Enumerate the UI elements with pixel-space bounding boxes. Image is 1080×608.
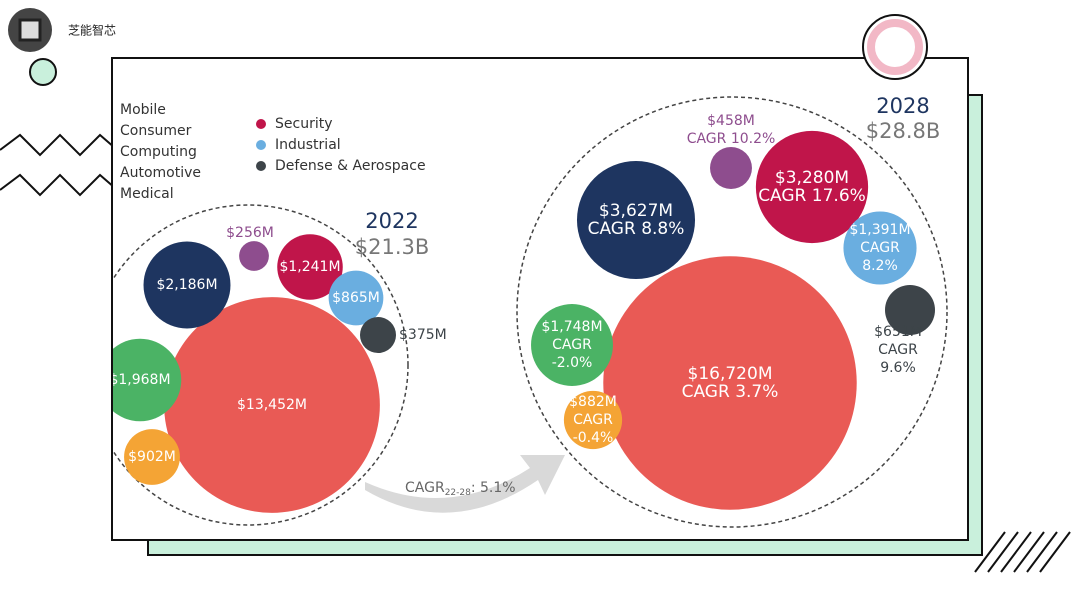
bubble-label: CAGR 17.6%	[758, 186, 866, 206]
legend-dot	[256, 119, 266, 129]
bubble-label: CAGR 3.7%	[682, 382, 779, 402]
legend-label: Industrial	[275, 137, 341, 153]
bubble-label: -0.4%	[573, 430, 614, 446]
slashes	[974, 531, 1071, 573]
total: $21.3B	[355, 235, 430, 259]
year: 2028	[876, 94, 929, 118]
bubble	[755, 130, 869, 244]
bubble	[563, 390, 623, 450]
bubble-label: $458M	[707, 113, 755, 129]
bubble-label: $882M	[569, 394, 617, 410]
bubble-label: CAGR	[878, 342, 918, 358]
bubble	[359, 316, 397, 354]
bubble	[576, 160, 696, 280]
legend-label: Consumer	[120, 123, 192, 139]
bubble	[843, 211, 917, 285]
brand: 芝能智芯	[68, 23, 116, 38]
bubble-label: CAGR	[860, 240, 900, 256]
bubble-label: CAGR 10.2%	[687, 131, 776, 147]
group-outline	[516, 96, 948, 528]
legend-label: Mobile	[120, 102, 166, 118]
legend-label: Medical	[120, 186, 174, 202]
bubble-label: $1,748M	[541, 319, 602, 335]
bubble-label: $3,627M	[599, 201, 673, 221]
bubble	[328, 270, 384, 326]
arrow-text: : 5.1%	[471, 480, 516, 496]
bubble-label: $902M	[128, 449, 176, 465]
bubble-label: 8.2%	[862, 258, 898, 274]
bubble-label: $3,280M	[775, 168, 849, 188]
bubble-label: $256M	[226, 225, 274, 241]
bubble	[277, 234, 343, 300]
bubble-label: $651M	[874, 324, 922, 340]
bubble-label: CAGR 8.8%	[588, 219, 685, 239]
bubble-label: CAGR	[573, 412, 613, 428]
legend-label: Security	[275, 116, 333, 132]
growth-arrow	[365, 455, 565, 513]
bubble-label: $1,241M	[279, 259, 340, 275]
year: 2022	[365, 209, 418, 233]
legend-label: Automotive	[120, 165, 201, 181]
zigzag	[0, 133, 116, 157]
total: $28.8B	[866, 119, 941, 143]
bubble-label: $1,968M	[109, 372, 170, 388]
bubble-label: $13,452M	[237, 397, 307, 413]
logo-chip	[18, 18, 42, 42]
bubble-label: 9.6%	[880, 360, 916, 376]
legend-dot	[256, 140, 266, 150]
bubble-label: $2,186M	[156, 277, 217, 293]
deco-circle	[29, 58, 57, 86]
bubble-group: $13,452M $2,186M $1,968M $902M $256M $1,241M $…	[109, 225, 447, 513]
bubble	[143, 241, 231, 329]
bubble	[239, 241, 269, 271]
deco-ring	[867, 19, 923, 75]
arrow-label: CAGR22-28: 5.1%	[405, 480, 516, 498]
bubble	[113, 338, 182, 422]
bubble	[124, 429, 180, 485]
arrow-sub: 22-28	[445, 488, 471, 498]
legend-dot	[256, 161, 266, 171]
bubble	[603, 256, 857, 510]
bubble	[710, 147, 752, 189]
legend-label: Defense & Aerospace	[275, 158, 426, 174]
bubble-label: $865M	[332, 290, 380, 306]
group-outline	[113, 204, 409, 526]
legend-label: Computing	[120, 144, 197, 160]
bubble-label: $375M	[399, 327, 447, 343]
bubble-label: $16,720M	[688, 364, 773, 384]
bubble	[164, 297, 380, 513]
bubble	[531, 304, 613, 386]
arrow-text: CAGR	[405, 480, 445, 496]
bubble-label: CAGR	[552, 337, 592, 353]
bubble-label: -2.0%	[552, 355, 593, 371]
zigzag	[0, 173, 116, 197]
bubble-label: $1,391M	[849, 222, 910, 238]
bubble	[884, 284, 936, 336]
